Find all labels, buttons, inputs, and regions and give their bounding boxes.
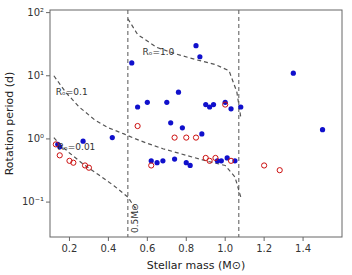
open-point	[262, 163, 267, 168]
filled-point	[110, 135, 115, 140]
filled-point	[180, 125, 185, 130]
open-point	[71, 160, 76, 165]
open-point	[213, 155, 218, 160]
y-tick-label: 10⁰	[27, 133, 44, 144]
filled-point	[172, 156, 177, 161]
contour-label: Rₒ=0.01	[58, 142, 96, 152]
y-tick-label: 10¹	[27, 70, 44, 81]
open-point	[184, 135, 189, 140]
x-tick	[225, 237, 226, 241]
plot-area	[53, 10, 325, 237]
open-point	[277, 168, 282, 173]
filled-point	[238, 104, 243, 109]
x-tick-label: 0.2	[62, 243, 78, 254]
vertical-line-label: 0.5M⊙	[130, 203, 140, 233]
filled-point	[188, 163, 193, 168]
x-tick	[186, 237, 187, 241]
axes: 0.2 0.4 0.6 0.8 1.0 1.2 1.4 10⁻¹ 10⁰ 10¹ 10²	[22, 7, 311, 254]
open-point	[135, 123, 140, 128]
filled-point	[145, 100, 150, 105]
x-tick-label: 1.0	[217, 243, 233, 254]
open-point	[203, 155, 208, 160]
filled-point	[211, 102, 216, 107]
filled-point	[135, 104, 140, 109]
filled-point	[291, 71, 296, 76]
scatter-series	[55, 43, 325, 168]
y-tick	[46, 12, 50, 13]
filled-point	[164, 100, 169, 105]
contour-line	[54, 138, 138, 212]
contour-label: Rₒ=0.1	[56, 87, 88, 97]
y-tick	[46, 138, 50, 139]
contour-line	[54, 76, 241, 197]
open-point	[86, 165, 91, 170]
open-point	[57, 153, 62, 158]
x-tick	[108, 237, 109, 241]
x-tick-label: 1.4	[295, 243, 311, 254]
y-tick	[46, 75, 50, 76]
filled-point	[199, 131, 204, 136]
filled-point	[168, 120, 173, 125]
filled-point	[228, 106, 233, 111]
x-tick-label: 0.4	[100, 243, 116, 254]
x-tick	[303, 237, 304, 241]
filled-point	[197, 54, 202, 59]
filled-point	[320, 127, 325, 132]
filled-point	[176, 90, 181, 95]
y-tick	[46, 202, 50, 203]
x-tick-label: 0.6	[139, 243, 155, 254]
open-point	[223, 102, 228, 107]
open-point	[193, 135, 198, 140]
x-axis-label: Stellar mass (M⊙)	[147, 259, 246, 272]
x-tick-label: 1.2	[256, 243, 272, 254]
y-tick-label: 10⁻¹	[22, 196, 44, 207]
plot-frame	[50, 10, 342, 237]
vertical-line	[238, 10, 239, 237]
y-tick-label: 10²	[27, 7, 44, 18]
filled-point	[219, 158, 224, 163]
filled-point	[193, 43, 198, 48]
open-point	[172, 135, 177, 140]
contour-line	[128, 19, 241, 118]
filled-point	[160, 158, 165, 163]
x-tick	[69, 237, 70, 241]
x-tick	[264, 237, 265, 241]
chart: 0.2 0.4 0.6 0.8 1.0 1.2 1.4 10⁻¹ 10⁰ 10¹ 10² Rₒ=1.0…	[0, 0, 352, 275]
vertical-line	[127, 10, 128, 237]
filled-point	[154, 160, 159, 165]
scatter-series	[53, 102, 282, 173]
filled-point	[129, 60, 134, 65]
x-tick-label: 0.8	[178, 243, 194, 254]
open-point	[228, 158, 233, 163]
open-point	[149, 163, 154, 168]
x-tick	[147, 237, 148, 241]
contour-label: Rₒ=1.0	[142, 47, 174, 57]
annotations: Rₒ=1.0 Rₒ=0.1 Rₒ=0.01 0.5M⊙	[56, 47, 175, 233]
y-axis-label: Rotation period (d)	[3, 72, 16, 176]
plot-background	[50, 10, 342, 237]
